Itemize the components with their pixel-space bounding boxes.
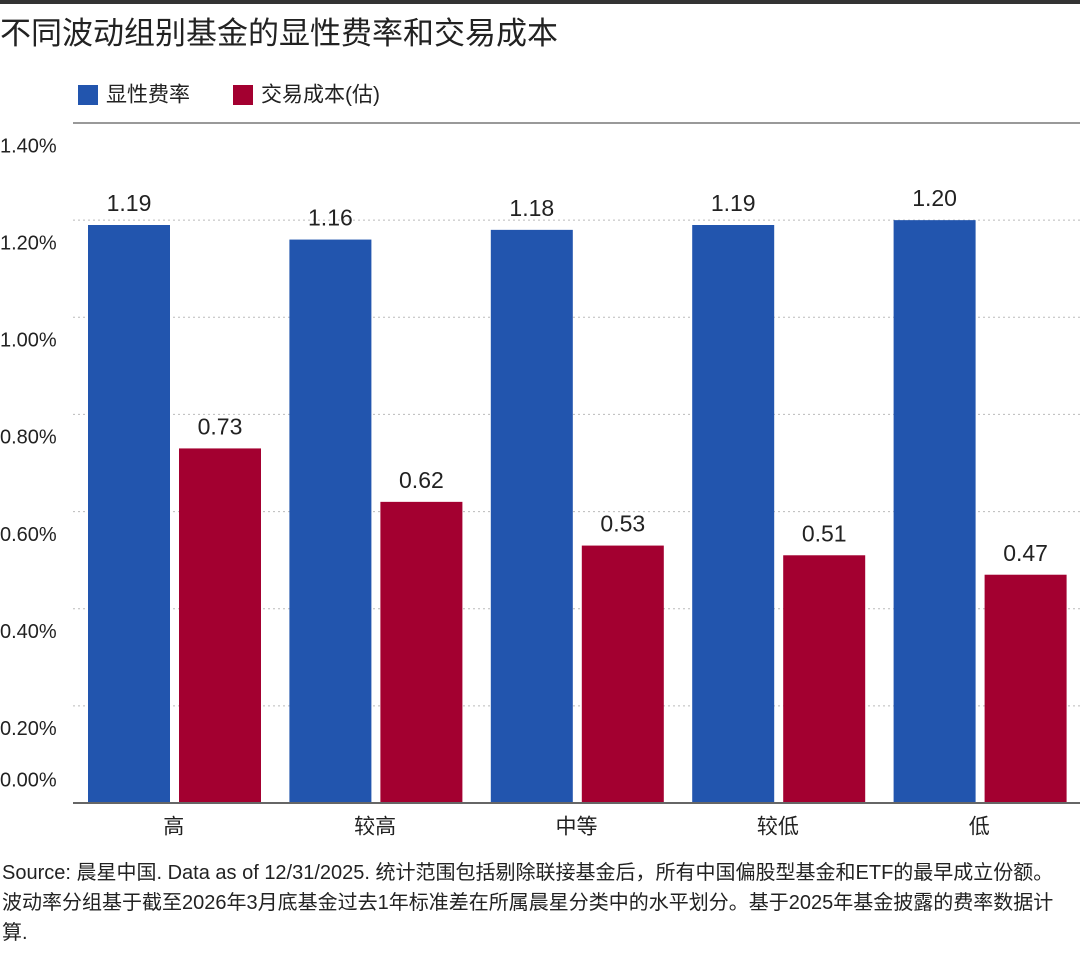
bar — [692, 225, 775, 803]
bar — [783, 555, 866, 803]
x-tick-label: 较高 — [354, 816, 396, 839]
data-label: 1.19 — [711, 190, 756, 216]
data-label: 0.47 — [1003, 540, 1048, 566]
legend-label: 显性费率 — [106, 84, 190, 107]
y-tick-label: 0.00% — [0, 769, 57, 791]
y-tick-label: 0.60% — [0, 524, 57, 546]
legend-swatch — [233, 85, 253, 105]
bar — [984, 574, 1067, 803]
data-label: 1.18 — [509, 195, 554, 221]
y-tick-label: 1.20% — [0, 232, 57, 254]
data-label: 1.19 — [107, 190, 152, 216]
data-label: 0.51 — [802, 520, 847, 546]
chart-title: 不同波动组别基金的显性费率和交易成本 — [0, 16, 558, 51]
data-label: 1.16 — [308, 205, 353, 231]
x-tick-label: 中等 — [556, 816, 598, 839]
x-tick-label: 较低 — [757, 816, 799, 839]
bar — [581, 545, 664, 803]
bar — [88, 225, 170, 803]
source-note: Source: 晨星中国. Data as of 12/31/2025. 统计范… — [2, 862, 1054, 944]
legend-label: 交易成本(估) — [261, 84, 380, 107]
top-rule — [0, 0, 1080, 4]
x-tick-label: 高 — [163, 816, 184, 839]
bar — [490, 229, 573, 803]
bar — [893, 220, 976, 804]
chart: 不同波动组别基金的显性费率和交易成本 显性费率 交易成本(估) 0.00% 0.20%… — [0, 0, 1080, 839]
legend-swatch — [78, 85, 98, 105]
data-label: 1.20 — [912, 185, 957, 211]
y-tick-label: 0.20% — [0, 718, 57, 740]
x-tick-label: 低 — [969, 816, 990, 839]
data-label: 0.53 — [600, 511, 645, 537]
y-tick-label: 1.00% — [0, 330, 57, 352]
y-tick-label: 0.80% — [0, 427, 57, 449]
bar — [380, 501, 463, 803]
data-label: 0.73 — [198, 414, 243, 440]
y-tick-label: 0.40% — [0, 621, 57, 643]
bar — [289, 239, 372, 804]
data-label: 0.62 — [399, 467, 444, 493]
bar — [179, 448, 261, 803]
y-tick-label: 1.40% — [0, 135, 57, 157]
